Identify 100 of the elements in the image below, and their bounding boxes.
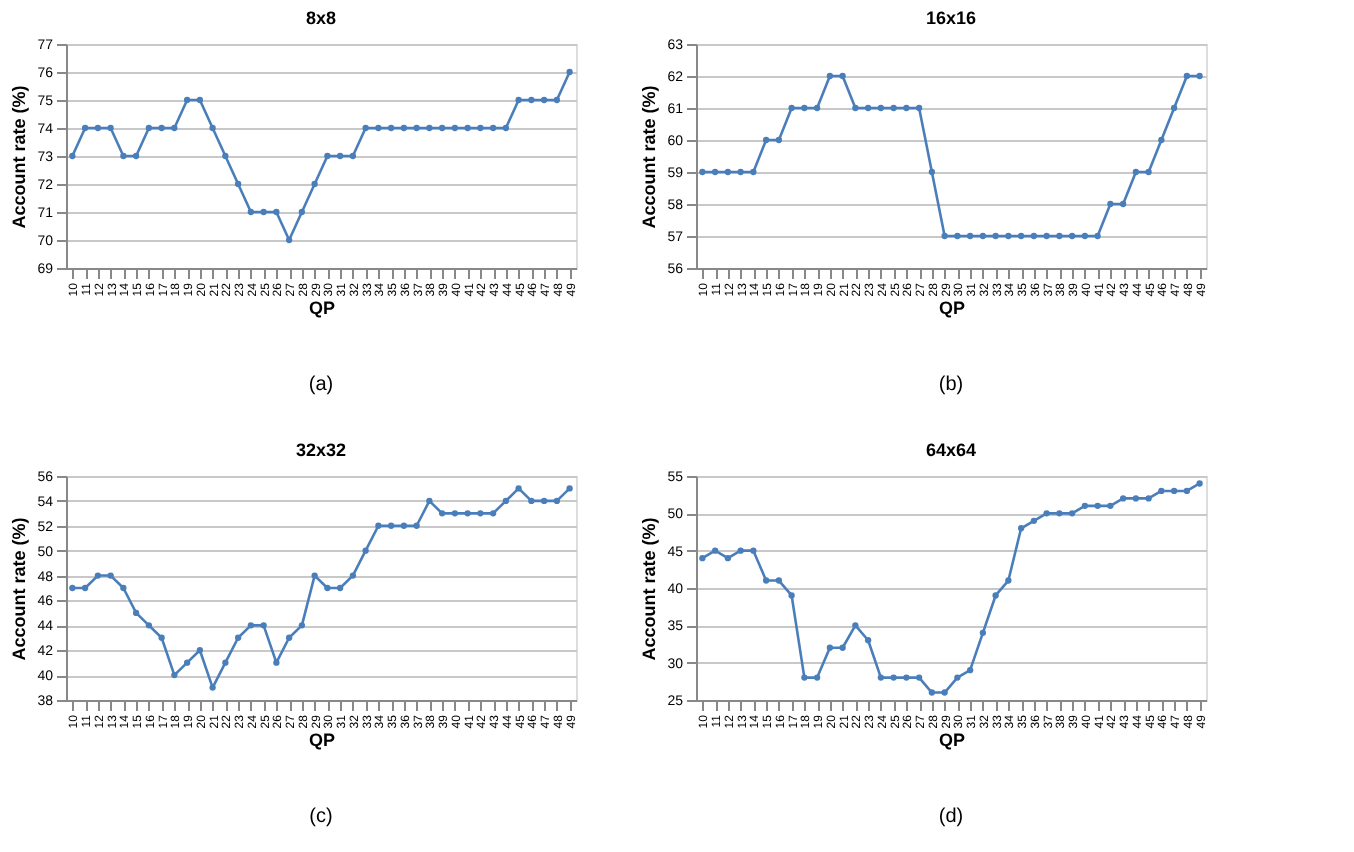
point <box>324 152 331 160</box>
point <box>839 72 846 80</box>
point <box>387 522 395 529</box>
point <box>750 547 757 554</box>
point <box>311 180 318 188</box>
point <box>699 554 706 562</box>
point <box>1056 510 1063 517</box>
point <box>464 510 471 517</box>
line-series <box>69 485 573 691</box>
point <box>1017 525 1025 532</box>
point <box>426 124 433 132</box>
point <box>1107 502 1114 510</box>
chart-title: 32x32 <box>295 440 347 460</box>
point <box>1119 200 1127 208</box>
point <box>1107 200 1114 208</box>
chart-title: 64x64 <box>925 440 977 460</box>
point <box>915 674 923 681</box>
point <box>826 72 834 80</box>
point <box>362 547 369 554</box>
point <box>1030 232 1038 240</box>
point <box>120 152 127 160</box>
point <box>864 637 872 644</box>
point <box>1030 517 1038 524</box>
point <box>209 684 216 691</box>
point <box>750 168 757 176</box>
point <box>1094 232 1101 240</box>
point <box>183 96 191 104</box>
point <box>247 622 255 629</box>
point <box>400 522 408 529</box>
point <box>285 236 293 244</box>
point <box>852 104 859 112</box>
point <box>107 124 114 132</box>
point <box>1158 487 1165 495</box>
point <box>260 622 267 629</box>
point <box>81 124 89 132</box>
point <box>877 104 885 112</box>
point <box>247 208 255 216</box>
point <box>877 674 885 681</box>
point <box>1056 232 1063 240</box>
point <box>477 124 484 132</box>
point <box>1043 510 1050 517</box>
point <box>515 485 522 492</box>
point <box>234 180 242 188</box>
point <box>966 232 974 240</box>
point <box>566 485 573 492</box>
point <box>992 592 999 599</box>
point <box>387 124 395 132</box>
point <box>489 124 497 132</box>
point <box>81 584 89 592</box>
point <box>336 584 344 592</box>
point <box>69 152 76 160</box>
point <box>724 168 732 176</box>
x-axis-title: QP <box>938 298 966 319</box>
text: (d) <box>938 806 964 828</box>
text: (a) <box>308 374 334 396</box>
point <box>941 689 948 696</box>
point <box>336 152 344 160</box>
point <box>375 124 382 132</box>
point <box>775 136 783 144</box>
y-axis-title: Account rate (%) <box>9 85 30 229</box>
point <box>788 592 795 599</box>
point <box>1081 502 1089 510</box>
point <box>992 232 999 240</box>
point <box>979 232 987 240</box>
point <box>222 152 229 160</box>
point <box>1005 577 1012 584</box>
point <box>775 577 783 584</box>
point <box>890 674 897 681</box>
point <box>699 168 706 176</box>
point <box>1132 168 1140 176</box>
point <box>1005 232 1012 240</box>
point <box>813 104 821 112</box>
point <box>711 168 719 176</box>
point <box>1196 72 1203 80</box>
point <box>1068 232 1076 240</box>
point <box>413 124 420 132</box>
point <box>94 572 102 579</box>
point <box>120 584 127 592</box>
point <box>94 124 102 132</box>
point <box>400 124 408 132</box>
point <box>145 124 153 132</box>
point <box>724 554 732 562</box>
point <box>502 497 510 505</box>
point <box>362 124 369 132</box>
point <box>1158 136 1165 144</box>
point <box>451 510 459 517</box>
point <box>464 124 471 132</box>
point <box>566 68 573 76</box>
point <box>1068 510 1076 517</box>
point <box>349 152 357 160</box>
line-series <box>699 72 1203 240</box>
point <box>826 644 834 651</box>
point <box>737 168 744 176</box>
point <box>273 659 280 666</box>
point <box>285 634 293 641</box>
point <box>979 629 987 636</box>
point <box>158 124 165 132</box>
point <box>311 572 318 579</box>
point <box>928 689 936 696</box>
point <box>489 510 497 517</box>
